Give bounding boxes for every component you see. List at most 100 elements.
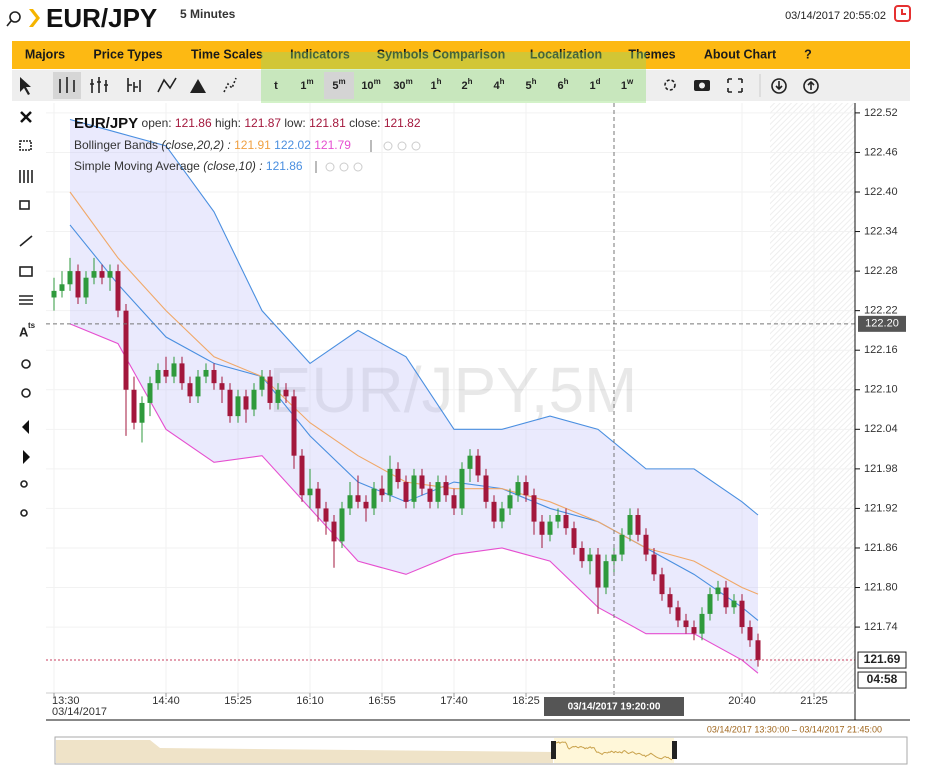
timeframe-button[interactable]: 5m (332, 77, 345, 92)
upload-icon[interactable] (803, 78, 819, 94)
candle-body (451, 495, 457, 509)
timeframe-button[interactable]: 4h (493, 77, 504, 92)
menu-item[interactable]: Localization (530, 47, 602, 61)
dot-tool[interactable] (223, 77, 237, 93)
candle-body (187, 383, 193, 397)
legend-value: 121.87 (244, 116, 281, 130)
timeframe-button[interactable]: 5h (525, 77, 536, 92)
menu-item[interactable]: Indicators (290, 47, 350, 61)
y-tick-label: 121.86 (864, 542, 898, 554)
y-tick-label: 122.04 (864, 423, 898, 435)
candle-body (723, 587, 729, 608)
candle-body (227, 389, 233, 417)
select-tool[interactable] (19, 140, 32, 151)
legend-action[interactable] (411, 141, 421, 151)
menu-item[interactable]: Price Types (93, 47, 162, 61)
menu-item[interactable]: About Chart (704, 47, 777, 61)
search-icon[interactable] (9, 11, 21, 23)
legend-action[interactable] (397, 141, 407, 151)
timeframe-button[interactable]: 6h (557, 77, 568, 92)
legend-value: 121.91 (234, 138, 271, 152)
remove-tool[interactable] (20, 111, 32, 123)
zoom-in-tool[interactable] (21, 359, 31, 369)
candle-body (323, 508, 329, 522)
menu-item[interactable]: Majors (25, 47, 65, 61)
candle-body (355, 495, 361, 502)
navigator-line (555, 741, 673, 761)
legend-action[interactable] (353, 162, 363, 172)
y-tick-label: 121.98 (864, 463, 898, 475)
grid-tool[interactable] (19, 170, 33, 183)
candle-body (627, 515, 633, 535)
timeframe-button[interactable]: 1h (430, 77, 441, 92)
candle-body (683, 620, 689, 628)
navigator-range: 03/14/2017 13:30:00 – 03/14/2017 21:45:0… (707, 724, 882, 734)
measure-tool[interactable] (20, 480, 28, 488)
menu-item[interactable]: Symbols Comparison (377, 47, 506, 61)
timeframe-button[interactable]: 10m (361, 77, 380, 92)
crosshair-time: 03/14/2017 19:20:00 (568, 702, 661, 713)
menu-item[interactable]: Time Scales (191, 47, 263, 61)
settings-icon[interactable] (664, 79, 676, 91)
scroll-left-tool[interactable] (22, 420, 29, 434)
timeframe-unit: h (532, 77, 537, 86)
download-icon[interactable] (771, 78, 787, 94)
current-price: 121.69 (864, 652, 901, 666)
copy-tool[interactable] (19, 200, 30, 210)
candle-body (419, 475, 425, 489)
legend-action[interactable] (383, 141, 393, 151)
ohlc-tool[interactable] (90, 77, 108, 93)
crosshair-tool[interactable] (20, 509, 28, 517)
menu-item[interactable]: Themes (628, 47, 675, 61)
y-tick-label: 122.16 (864, 344, 898, 356)
timeframe-button[interactable]: t (274, 80, 278, 92)
right-tools (664, 74, 819, 97)
fullscreen-icon[interactable] (727, 78, 743, 93)
area-tool[interactable] (190, 79, 206, 93)
legend-study: Simple Moving Average (74, 159, 200, 173)
text-tool[interactable]: A (19, 324, 29, 339)
candle-body (691, 627, 697, 634)
x-tick-label: 14:40 (152, 695, 180, 707)
timeframe-unit: m (406, 77, 413, 86)
timeframe-button[interactable]: 1w (621, 77, 634, 92)
timeframe-button[interactable]: 1d (589, 77, 600, 92)
timeframe-button[interactable]: 30m (393, 77, 412, 92)
rect-tool[interactable] (19, 266, 33, 277)
cursor-tool[interactable] (20, 77, 31, 95)
candle-body (387, 468, 393, 496)
fib-tool[interactable] (19, 295, 33, 305)
legend-action[interactable] (325, 162, 335, 172)
legend-action[interactable] (339, 162, 349, 172)
crosshair-price: 122.20 (865, 318, 899, 330)
timeframe-button[interactable]: 2h (461, 77, 472, 92)
y-tick-label: 122.28 (864, 265, 898, 277)
trendline-tool[interactable] (19, 235, 33, 247)
candle-body (659, 574, 665, 595)
zoom-out-tool[interactable] (21, 388, 31, 398)
future-area (770, 103, 855, 693)
menu-item[interactable]: ? (804, 47, 812, 61)
y-tick-label: 121.80 (864, 581, 898, 593)
legend-label: open: (142, 116, 172, 130)
legend-row: EUR/JPY open: 121.86 high: 121.87 low: 1… (74, 115, 421, 132)
candle-body (347, 495, 353, 509)
navigator-window[interactable] (554, 738, 674, 763)
clock-icon[interactable] (894, 5, 911, 22)
countdown-box (857, 671, 907, 689)
candle-body (491, 501, 497, 522)
menu-bar (12, 41, 910, 69)
navigator-handle[interactable] (672, 741, 677, 759)
candle-body (483, 475, 489, 502)
navigator-handle[interactable] (551, 741, 556, 759)
y-tick-label: 122.10 (864, 384, 898, 396)
candle-body (371, 488, 377, 509)
line-tool[interactable] (157, 77, 177, 93)
candle-body (443, 482, 449, 496)
scroll-right-tool[interactable] (23, 450, 30, 464)
bar-tool[interactable] (127, 78, 141, 92)
current-price-box (857, 651, 907, 669)
candle-body (107, 271, 113, 278)
sidebar: A ts (19, 111, 36, 517)
timeframe-button[interactable]: 1m (300, 77, 313, 92)
